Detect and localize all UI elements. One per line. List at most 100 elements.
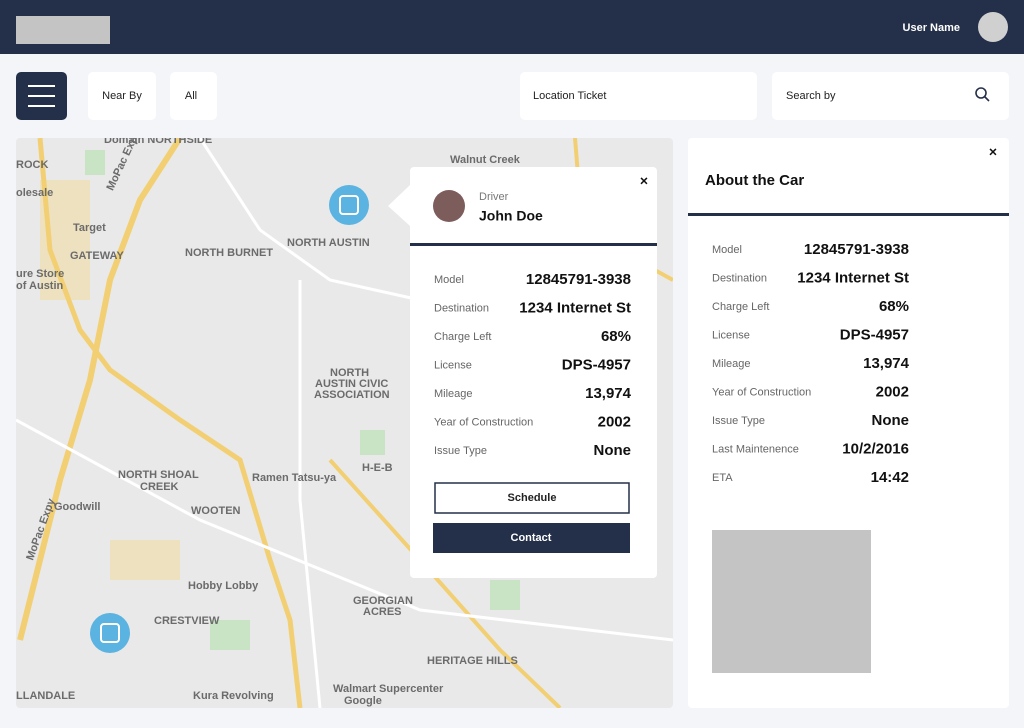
toolbar: Near By All Location Ticket Search by xyxy=(16,72,1009,120)
car-panel: × About the Car Model 12845791-3938 Destin… xyxy=(688,138,1009,708)
map-label: Target xyxy=(73,222,106,234)
field-label: License xyxy=(712,329,750,341)
panel-title: About the Car xyxy=(705,172,804,189)
field-label: Model xyxy=(434,274,464,286)
map-label: olesale xyxy=(16,187,53,199)
map-label: ACRES xyxy=(363,606,402,618)
map-label: Google xyxy=(344,695,382,707)
divider xyxy=(410,243,657,246)
vehicle-icon xyxy=(339,195,359,215)
road xyxy=(198,138,421,302)
field-value: None xyxy=(872,412,910,429)
contact-label: Contact xyxy=(511,532,552,544)
map-label: of Austin xyxy=(16,280,64,292)
map-label: NORTH SHOAL xyxy=(118,469,199,481)
search-icon[interactable] xyxy=(975,87,987,99)
map-label: CRESTVIEW xyxy=(154,615,220,627)
search-input[interactable] xyxy=(772,72,1009,120)
field-label: Last Maintenence xyxy=(712,443,799,455)
field-value: 13,974 xyxy=(585,385,632,402)
map-label: HERITAGE HILLS xyxy=(427,655,518,667)
contact-button[interactable] xyxy=(433,523,630,553)
area xyxy=(110,540,180,580)
vehicle-icon xyxy=(100,623,120,643)
all-label: All xyxy=(185,90,197,102)
location-ticket-label: Location Ticket xyxy=(533,90,606,102)
field-value: DPS-4957 xyxy=(562,356,631,373)
field-label: Year of Construction xyxy=(434,416,533,428)
near-by-label: Near By xyxy=(102,90,142,102)
map-label: Hobby Lobby xyxy=(188,580,259,592)
field-label: Destination xyxy=(434,302,489,314)
logo[interactable] xyxy=(16,16,110,44)
field-label: Mileage xyxy=(712,358,751,370)
field-value: 10/2/2016 xyxy=(842,440,909,457)
map-label: LLANDALE xyxy=(16,690,75,702)
field-label: Model xyxy=(712,244,742,256)
map-label: Goodwill xyxy=(54,501,100,513)
divider xyxy=(688,213,1009,216)
field-label: License xyxy=(434,359,472,371)
map-label: NORTH BURNET xyxy=(185,247,273,259)
map-label: Ramen Tatsu-ya xyxy=(252,472,337,484)
road xyxy=(298,280,322,708)
field-label: Issue Type xyxy=(434,445,487,457)
near-by-button[interactable] xyxy=(88,72,156,120)
map-label: GEORGIAN xyxy=(353,595,413,607)
schedule-label: Schedule xyxy=(508,492,557,504)
popup-pointer xyxy=(388,185,410,226)
driver-name: John Doe xyxy=(479,208,543,224)
driver-avatar xyxy=(433,190,465,222)
field-value: 68% xyxy=(879,298,909,315)
schedule-button[interactable] xyxy=(434,482,630,514)
map-label: ROCK xyxy=(16,159,48,171)
field-value: DPS-4957 xyxy=(840,326,909,343)
driver-popup: × Driver John Doe Schedule Contact Model… xyxy=(388,167,657,578)
user-name[interactable]: User Name xyxy=(903,22,960,34)
field-label: Destination xyxy=(712,272,767,284)
vehicle-marker[interactable] xyxy=(329,185,369,225)
map-label: Domain NORTHSIDE xyxy=(104,134,212,146)
field-value: 2002 xyxy=(598,413,631,430)
field-label: Issue Type xyxy=(712,415,765,427)
map-label: WOOTEN xyxy=(191,505,241,517)
field-label: Year of Construction xyxy=(712,386,811,398)
field-label: Charge Left xyxy=(434,331,491,343)
search-icon xyxy=(984,96,990,102)
map-label: Walmart Supercenter xyxy=(333,683,444,695)
map-label: CREEK xyxy=(140,481,179,493)
map-label: NORTH xyxy=(330,367,369,379)
vehicle-marker[interactable] xyxy=(90,613,130,653)
avatar[interactable] xyxy=(978,12,1008,42)
car-image xyxy=(712,530,871,673)
map-label: GATEWAY xyxy=(70,250,124,262)
park xyxy=(210,620,250,650)
all-button[interactable] xyxy=(170,72,217,120)
field-value: 68% xyxy=(601,328,631,345)
field-value: 1234 Internet St xyxy=(797,269,909,286)
field-value: 2002 xyxy=(876,383,909,400)
close-button[interactable]: × xyxy=(640,173,648,189)
top-bar xyxy=(0,0,1024,54)
map-label: H-E-B xyxy=(362,462,393,474)
park xyxy=(360,430,385,455)
map-label: AUSTIN CIVIC xyxy=(315,378,388,390)
field-value: 1234 Internet St xyxy=(519,299,631,316)
park xyxy=(85,150,105,175)
field-value: 14:42 xyxy=(871,469,909,486)
highway xyxy=(328,458,562,708)
search-placeholder: Search by xyxy=(786,90,836,102)
location-ticket-input[interactable] xyxy=(520,72,757,120)
field-label: ETA xyxy=(712,472,733,484)
field-value: 13,974 xyxy=(863,355,910,372)
map-label: Kura Revolving xyxy=(193,690,274,702)
highway xyxy=(37,138,303,708)
field-value: 12845791-3938 xyxy=(526,271,631,288)
road xyxy=(16,418,673,642)
popup-card xyxy=(410,167,657,578)
field-label: Mileage xyxy=(434,388,473,400)
close-button[interactable]: × xyxy=(989,144,997,160)
field-value: None xyxy=(594,442,632,459)
map-label: Walnut Creek xyxy=(450,154,521,166)
